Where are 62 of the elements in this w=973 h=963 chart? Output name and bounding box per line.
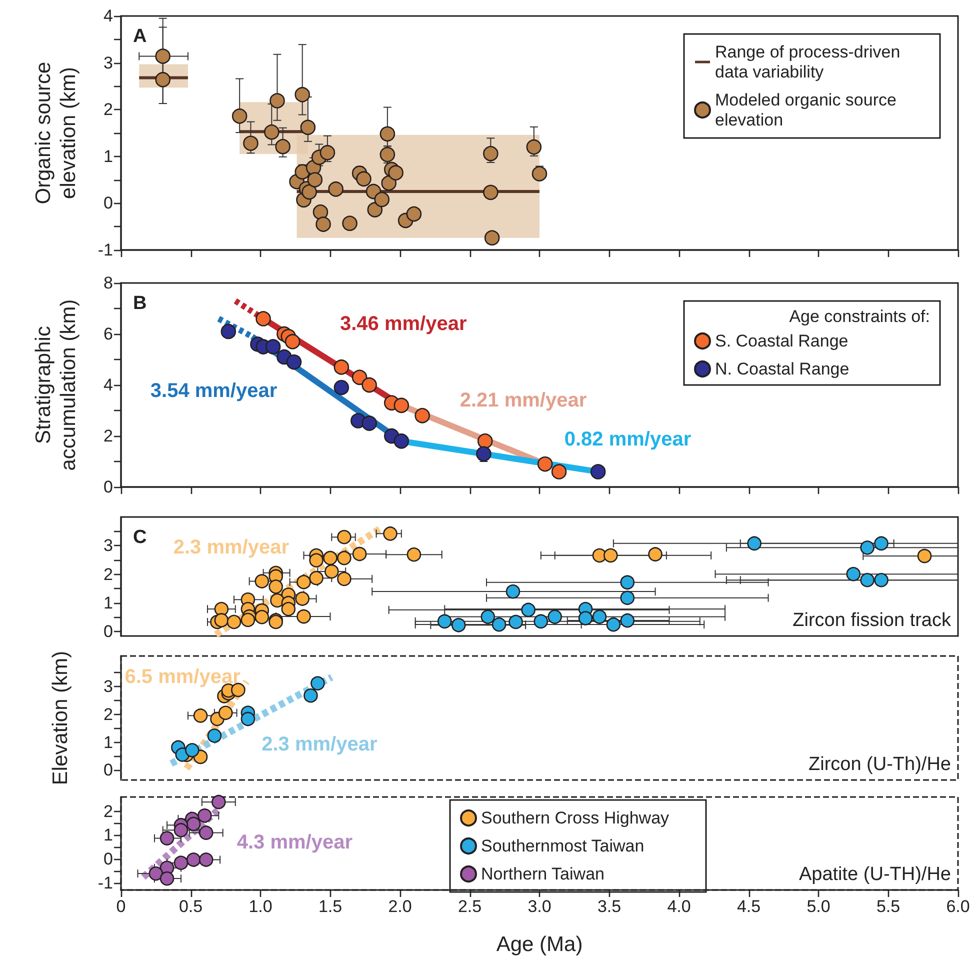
annotation: A (133, 26, 147, 47)
y-tick-label: 1 (104, 146, 113, 166)
y-tick-label: 4 (104, 376, 113, 394)
y-axis-title: Stratigraphic accumulation (km) (32, 299, 80, 471)
x-tick-label: 2.5 (458, 897, 482, 916)
x-tick-label: 1.0 (248, 897, 272, 916)
y-tick-label: 0 (104, 194, 113, 213)
y-tick-label: 3 (104, 536, 113, 556)
annotation: Apatite (U-TH)/He (798, 864, 952, 885)
y-tick-label: 2 (104, 705, 113, 724)
x-tick-label: 6.0 (946, 897, 970, 916)
y-tick-label: 8 (104, 274, 113, 292)
y-tick-label: 2 (104, 426, 113, 446)
x-axis-title: Age (Ma) (496, 933, 583, 956)
legend-label: N. Coastal Range (715, 360, 850, 378)
y-tick-label: 3 (104, 677, 113, 696)
y-tick-label: 3 (104, 53, 113, 72)
x-tick-label: 1.5 (318, 897, 342, 916)
x-tick-label: 0 (116, 897, 126, 916)
y-tick-label: 0 (104, 850, 113, 868)
annotation: C (133, 527, 147, 548)
legend-label: Southernmost Taiwan (481, 836, 644, 856)
series-label: 6.5 mm/year (124, 666, 241, 688)
y-tick-label: 6 (104, 324, 113, 344)
series-label: 3.54 mm/year (150, 380, 278, 402)
legend-label: Modeled organic source elevation (715, 90, 902, 130)
x-tick-label: 4.5 (736, 897, 761, 916)
y-tick-label: -1 (98, 240, 113, 260)
y-tick-label: 0 (104, 622, 113, 642)
y-axis-title: Organic source elevation (km) (32, 62, 80, 204)
series-label: 2.3 mm/year (262, 733, 378, 756)
y-tick-label: 0 (104, 760, 113, 780)
legend-label: Range of process-driven data variability (715, 42, 905, 82)
y-tick-label: 1 (104, 594, 113, 613)
x-tick-label: 3.5 (597, 897, 622, 916)
x-tick-label: 4.0 (667, 897, 691, 916)
y-tick-label: -1 (98, 873, 113, 892)
series-label: 2.3 mm/year (173, 536, 290, 559)
x-tick-label: 5.5 (876, 897, 900, 916)
y-tick-label: 2 (104, 802, 113, 821)
y-tick-label: 1 (104, 826, 113, 845)
y-tick-label: 0 (104, 478, 113, 496)
series-label: 2.21 mm/year (460, 390, 587, 412)
series-label: 0.82 mm/year (564, 428, 692, 450)
legend-label: Northern Taiwan (481, 864, 604, 884)
annotation: B (133, 293, 147, 314)
x-tick-label: 2.0 (388, 897, 412, 916)
x-tick-label: 3.0 (528, 897, 552, 916)
annotation: Zircon fission track (792, 610, 952, 631)
y-tick-label: 4 (104, 6, 113, 26)
legend-label: S. Coastal Range (715, 332, 848, 350)
series-label: 4.3 mm/year (236, 832, 353, 854)
y-axis-title: Elevation (km) (49, 650, 72, 786)
y-tick-label: 2 (104, 100, 113, 120)
series-label: 3.46 mm/year (340, 313, 467, 336)
x-tick-label: 0.5 (178, 897, 203, 916)
legend-title: Age constraints of: (789, 307, 930, 326)
annotation: Zircon (U-Th)/He (808, 754, 952, 775)
legend-label: Southern Cross Highway (481, 808, 670, 828)
y-tick-label: 2 (104, 564, 113, 584)
y-tick-label: 1 (104, 732, 113, 752)
x-tick-label: 5.0 (806, 897, 830, 916)
